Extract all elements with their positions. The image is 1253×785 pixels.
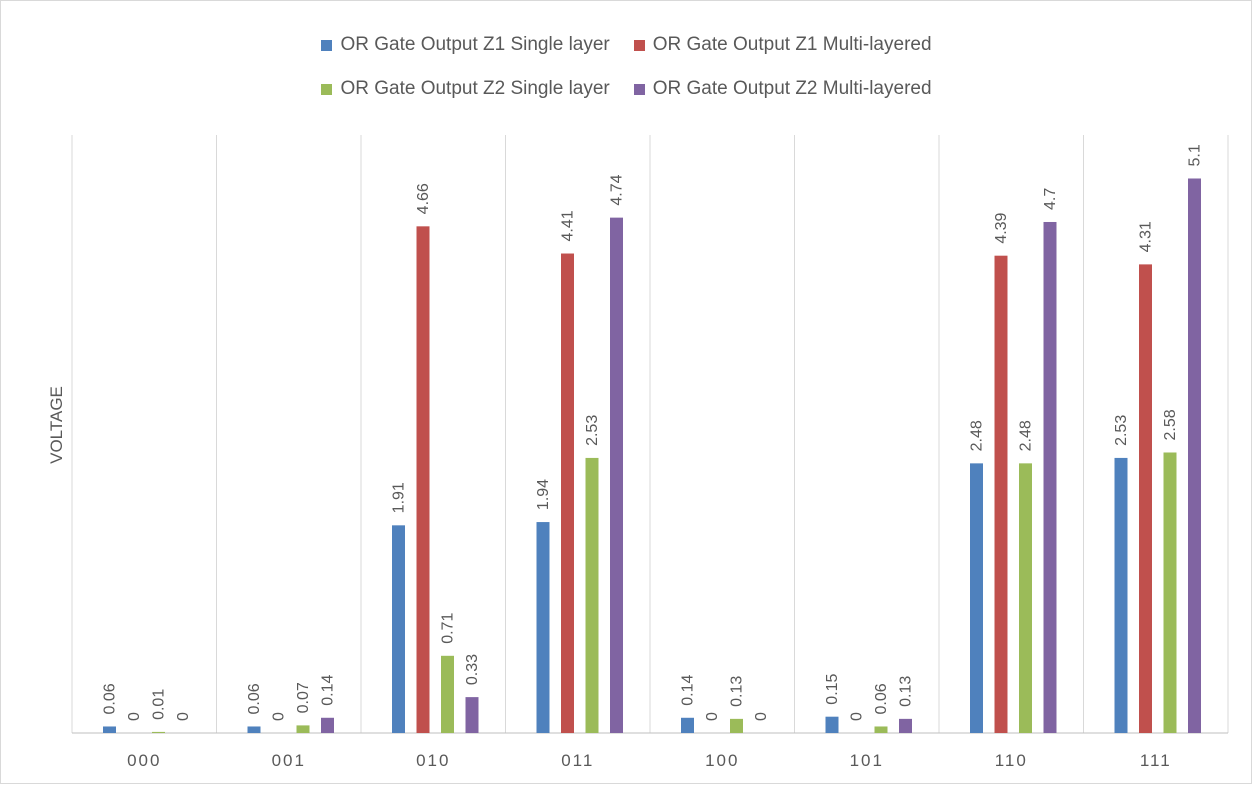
x-tick-label-000: 000 [127, 751, 161, 770]
data-label-s1-010: 4.66 [415, 183, 432, 214]
bar-s0-110 [970, 463, 983, 733]
data-label-s3-011: 4.74 [609, 174, 626, 205]
data-label-s2-001: 0.07 [295, 682, 312, 713]
bar-s0-001 [247, 726, 261, 733]
bar-s0-100 [681, 717, 694, 733]
data-label-s3-101: 0.13 [898, 676, 915, 707]
bar-s2-100 [730, 718, 743, 733]
data-label-s2-111: 2.58 [1162, 409, 1179, 440]
legend-swatch-z1-multi [633, 39, 645, 51]
bar-s1-010 [416, 226, 430, 733]
data-label-s1-100: 0 [704, 712, 721, 721]
data-label-s0-101: 0.15 [824, 673, 841, 704]
bar-s1-011 [561, 253, 574, 733]
data-label-s2-110: 2.48 [1018, 420, 1035, 451]
data-label-s1-011: 4.41 [560, 210, 577, 241]
bar-s2-110 [1019, 463, 1032, 733]
x-tick-label-111: 111 [1140, 751, 1172, 770]
x-tick-label-001: 001 [272, 751, 306, 770]
bar-s2-101 [874, 726, 888, 733]
bar-s2-001 [296, 725, 310, 733]
data-label-s0-010: 1.91 [391, 482, 408, 513]
bar-s3-010 [465, 697, 479, 733]
bar-s3-001 [321, 717, 334, 733]
data-label-s1-111: 4.31 [1138, 221, 1155, 252]
data-label-s2-000: 0.01 [151, 689, 168, 720]
bar-s0-010 [392, 525, 405, 733]
bar-s3-110 [1043, 221, 1057, 733]
x-tick-label-100: 100 [705, 751, 739, 770]
data-label-s1-001: 0 [271, 712, 288, 721]
legend-item-z2-single: OR Gate Output Z2 Single layer [321, 78, 610, 100]
bar-s2-111 [1163, 452, 1177, 733]
data-label-s2-100: 0.13 [729, 676, 746, 707]
data-label-s2-011: 2.53 [584, 415, 601, 446]
data-label-s0-001: 0.06 [246, 683, 263, 714]
data-label-s3-010: 0.33 [464, 654, 481, 685]
bar-s0-111 [1114, 457, 1128, 733]
bar-s2-011 [585, 457, 599, 733]
legend-row-2: OR Gate Output Z2 Single layer OR Gate O… [0, 78, 1253, 100]
legend-label-z1-multi: OR Gate Output Z1 Multi-layered [652, 34, 932, 55]
legend-row-1: OR Gate Output Z1 Single layer OR Gate O… [0, 34, 1253, 56]
data-label-s0-100: 0.14 [680, 675, 697, 706]
data-label-s3-110: 4.7 [1042, 188, 1059, 210]
data-label-s3-000: 0 [175, 712, 192, 721]
legend-swatch-z2-multi [633, 83, 645, 95]
bar-s1-110 [994, 255, 1008, 734]
bar-s3-011 [610, 217, 623, 734]
data-label-s3-111: 5.1 [1187, 144, 1204, 166]
data-label-s0-011: 1.94 [535, 479, 552, 510]
bar-s1-111 [1139, 264, 1152, 733]
legend-item-z1-single: OR Gate Output Z1 Single layer [321, 34, 610, 56]
data-label-s3-001: 0.14 [320, 675, 337, 706]
legend-label-z2-single: OR Gate Output Z2 Single layer [340, 78, 610, 99]
x-tick-label-110: 110 [995, 751, 1028, 770]
legend-item-z2-multi: OR Gate Output Z2 Multi-layered [633, 78, 932, 100]
bar-s3-111 [1188, 178, 1201, 733]
legend-label-z1-single: OR Gate Output Z1 Single layer [340, 34, 610, 55]
data-label-s1-101: 0 [849, 712, 866, 721]
data-label-s0-000: 0.06 [102, 683, 119, 714]
legend-item-z1-multi: OR Gate Output Z1 Multi-layered [633, 34, 932, 56]
bar-s2-000 [152, 731, 165, 733]
x-tick-label-011: 011 [561, 751, 594, 770]
data-label-s0-111: 2.53 [1113, 415, 1130, 446]
bar-s0-101 [825, 716, 839, 733]
data-label-s2-101: 0.06 [873, 683, 890, 714]
data-label-s1-110: 4.39 [993, 212, 1010, 243]
legend-swatch-z1-single [321, 39, 333, 51]
legend-label-z2-multi: OR Gate Output Z2 Multi-layered [652, 78, 932, 99]
data-label-s1-000: 0 [126, 712, 143, 721]
x-tick-label-101: 101 [850, 751, 884, 770]
legend-swatch-z2-single [321, 83, 333, 95]
x-tick-label-010: 010 [416, 751, 450, 770]
data-label-s0-110: 2.48 [969, 420, 986, 451]
bar-s2-010 [441, 655, 454, 733]
data-label-s2-010: 0.71 [440, 613, 457, 644]
bar-s3-101 [899, 718, 912, 733]
bar-s0-011 [536, 522, 550, 733]
bar-s0-000 [103, 726, 116, 733]
data-label-s3-100: 0 [753, 712, 770, 721]
